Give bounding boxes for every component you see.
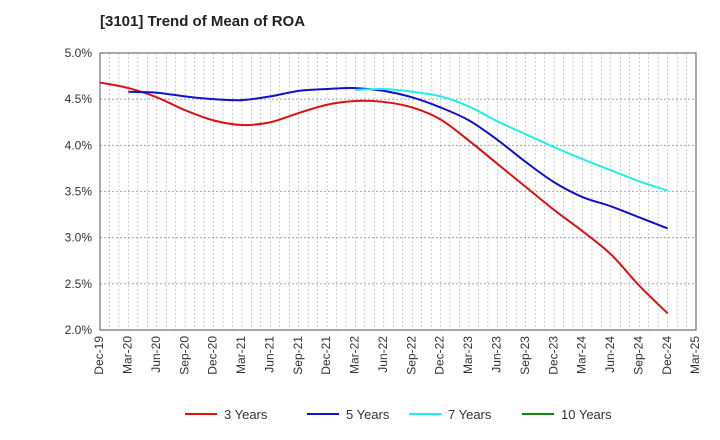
x-tick-label: Jun-24 xyxy=(603,336,617,373)
chart-title: [3101] Trend of Mean of ROA xyxy=(100,13,306,30)
series-line-5-years xyxy=(128,87,668,230)
x-tick-label: Mar-24 xyxy=(575,336,589,374)
legend: 3 Years 5 Years 7 Years 10 Years xyxy=(185,407,612,422)
x-tick-label: Sep-23 xyxy=(518,336,532,375)
y-tick-label: 2.5% xyxy=(65,277,93,291)
legend-label-7-years: 7 Years xyxy=(448,407,492,422)
x-tick-label: Mar-23 xyxy=(461,336,475,374)
x-tick-label: Jun-23 xyxy=(490,336,504,373)
legend-label-10-years: 10 Years xyxy=(561,407,612,422)
legend-label-5-years: 5 Years xyxy=(346,407,390,422)
y-tick-label: 3.5% xyxy=(65,185,93,199)
series-line-3-years xyxy=(99,81,669,315)
x-tick-label: Sep-24 xyxy=(631,336,645,375)
x-tick-label: Sep-21 xyxy=(291,336,305,375)
x-tick-label: Jun-22 xyxy=(376,336,390,373)
x-tick-label: Sep-22 xyxy=(404,336,418,375)
plot-area-frame xyxy=(99,52,697,331)
x-tick-label: Mar-22 xyxy=(348,336,362,374)
series-lines xyxy=(99,81,669,315)
y-tick-label: 2.0% xyxy=(65,323,93,337)
y-tick-label: 4.5% xyxy=(65,92,93,106)
x-tick-label: Mar-25 xyxy=(688,336,702,374)
series-line-7-years xyxy=(355,87,668,192)
x-tick-label: Dec-23 xyxy=(546,336,560,375)
x-tick-label: Jun-20 xyxy=(149,336,163,373)
x-tick-label: Dec-19 xyxy=(92,336,106,375)
x-axis-tick-labels: Dec-19 Mar-20 Jun-20 Sep-20 Dec-20 Mar-21 Jun-… xyxy=(92,336,702,375)
x-tick-label: Dec-24 xyxy=(660,336,674,375)
legend-label-3-years: 3 Years xyxy=(224,407,268,422)
x-tick-label: Sep-20 xyxy=(177,336,191,375)
y-tick-label: 4.0% xyxy=(65,138,93,152)
x-tick-label: Dec-21 xyxy=(319,336,333,375)
y-tick-label: 5.0% xyxy=(65,46,93,60)
x-tick-label: Jun-21 xyxy=(262,336,276,373)
y-tick-label: 3.0% xyxy=(65,231,93,245)
x-tick-label: Mar-21 xyxy=(234,336,248,374)
x-tick-label: Dec-22 xyxy=(433,336,447,375)
y-axis-tick-labels: 2.0% 2.5% 3.0% 3.5% 4.0% 4.5% 5.0% xyxy=(65,46,93,337)
x-tick-label: Mar-20 xyxy=(121,336,135,374)
x-tick-label: Dec-20 xyxy=(206,336,220,375)
